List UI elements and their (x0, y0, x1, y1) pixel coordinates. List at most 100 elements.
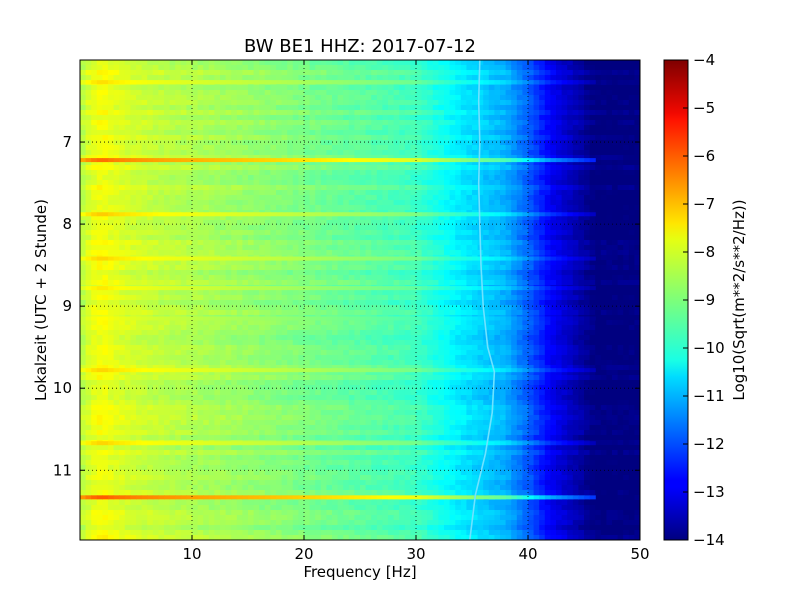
heatmap-cell (416, 220, 423, 226)
heatmap-cell (634, 140, 640, 146)
heatmap-cell (113, 130, 120, 136)
heatmap-cell (158, 135, 165, 141)
heatmap-cell (550, 60, 557, 66)
heatmap-cell (522, 115, 529, 121)
heatmap-cell (214, 195, 221, 201)
heatmap-cell (595, 140, 602, 146)
heatmap-cell (337, 295, 344, 301)
heatmap-cell (404, 145, 411, 151)
heatmap-cell (287, 245, 294, 251)
heatmap-cell (589, 240, 596, 246)
heatmap-cell (522, 110, 529, 116)
heatmap-cell (80, 70, 87, 76)
heatmap-cell (242, 160, 249, 166)
heatmap-cell (348, 235, 355, 241)
heatmap-cell (572, 150, 579, 156)
heatmap-cell (444, 260, 451, 266)
heatmap-cell (505, 280, 512, 286)
heatmap-cell (220, 230, 227, 236)
heatmap-cell (488, 295, 495, 301)
heatmap-cell (617, 205, 624, 211)
heatmap-cell (136, 75, 143, 81)
heatmap-cell (628, 105, 635, 111)
heatmap-cell (119, 190, 126, 196)
heatmap-cell (147, 60, 154, 66)
heatmap-cell (612, 130, 619, 136)
heatmap-cell (248, 260, 255, 266)
heatmap-cell (175, 140, 182, 146)
heatmap-cell (298, 65, 305, 71)
heatmap-cell (488, 165, 495, 171)
heatmap-cell (365, 135, 372, 141)
heatmap-cell (427, 205, 434, 211)
heatmap-cell (561, 265, 568, 271)
heatmap-cell (287, 220, 294, 226)
heatmap-cell (96, 200, 103, 206)
heatmap-cell (96, 185, 103, 191)
heatmap-cell (276, 290, 283, 296)
heatmap-cell (460, 150, 467, 156)
heatmap-cell (449, 125, 456, 131)
heatmap-cell (376, 75, 383, 81)
heatmap-cell (572, 70, 579, 76)
heatmap-cell (259, 75, 266, 81)
heatmap-cell (533, 275, 540, 281)
heatmap-cell (567, 200, 574, 206)
heatmap-cell (147, 200, 154, 206)
heatmap-cell (298, 90, 305, 96)
heatmap-cell (432, 270, 439, 276)
heatmap-cell (236, 185, 243, 191)
heatmap-cell (421, 200, 428, 206)
heatmap-cell (158, 190, 165, 196)
heatmap-cell (522, 60, 529, 66)
heatmap-cell (427, 175, 434, 181)
heatmap-cell (404, 235, 411, 241)
heatmap-cell (130, 200, 137, 206)
heatmap-cell (158, 220, 165, 226)
heatmap-cell (80, 145, 87, 151)
heatmap-cell (192, 215, 199, 221)
heatmap-cell (186, 295, 193, 301)
heatmap-cell (320, 95, 327, 101)
heatmap-cell (505, 140, 512, 146)
heatmap-cell (360, 260, 367, 266)
heatmap-cell (416, 245, 423, 251)
heatmap-cell (432, 215, 439, 221)
heatmap-cell (393, 135, 400, 141)
heatmap-cell (281, 305, 288, 311)
heatmap-cell (600, 235, 607, 241)
heatmap-cell (276, 85, 283, 91)
heatmap-cell (119, 170, 126, 176)
heatmap-cell (259, 145, 266, 151)
heatmap-cell (595, 180, 602, 186)
heatmap-cell (192, 155, 199, 161)
heatmap-cell (343, 135, 350, 141)
heatmap-cell (600, 285, 607, 291)
heatmap-cell (309, 140, 316, 146)
heatmap-cell (158, 300, 165, 306)
heatmap-cell (130, 115, 137, 121)
heatmap-cell (522, 165, 529, 171)
heatmap-cell (455, 240, 462, 246)
heatmap-cell (466, 265, 473, 271)
heatmap-cell (141, 205, 148, 211)
heatmap-cell (320, 145, 327, 151)
heatmap-cell (544, 160, 551, 166)
heatmap-cell (164, 205, 171, 211)
heatmap-cell (124, 145, 131, 151)
heatmap-cell (628, 260, 635, 266)
heatmap-cell (298, 115, 305, 121)
heatmap-cell (236, 230, 243, 236)
heatmap-cell (606, 230, 613, 236)
heatmap-cell (388, 65, 395, 71)
heatmap-cell (270, 70, 277, 76)
heatmap-cell (236, 215, 243, 221)
heatmap-cell (393, 95, 400, 101)
heatmap-cell (500, 75, 507, 81)
heatmap-cell (589, 275, 596, 281)
heatmap-cell (169, 130, 176, 136)
heatmap-cell (617, 125, 624, 131)
heatmap-cell (460, 235, 467, 241)
heatmap-cell (483, 95, 490, 101)
heatmap-cell (416, 195, 423, 201)
